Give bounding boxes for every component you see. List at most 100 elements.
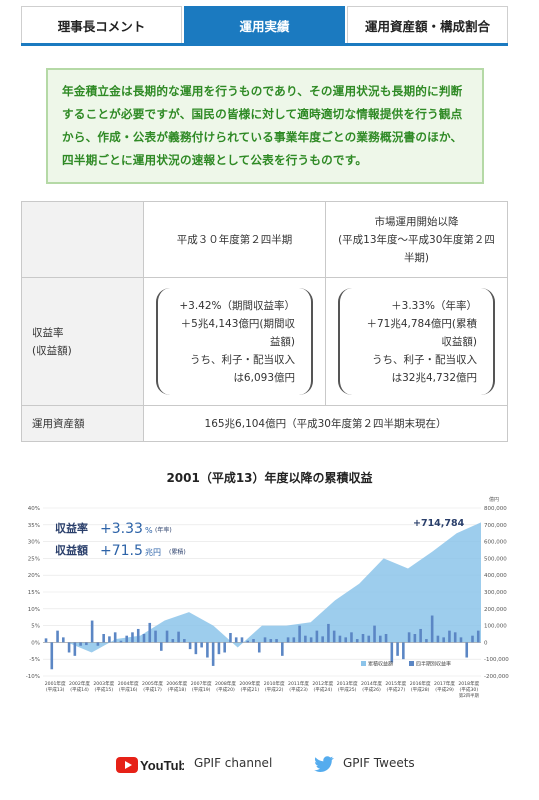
quarterly-return-bar [275, 639, 278, 643]
y-tick-label-right: 200,000 [484, 607, 507, 613]
tab-performance[interactable]: 運用実績 [184, 6, 345, 43]
y-tick-label-right: 300,000 [484, 590, 507, 596]
quarterly-return-bar [471, 635, 474, 643]
quarterly-return-bar [407, 632, 411, 643]
quarterly-return-bar [154, 630, 157, 643]
y-tick-label-right: -200,000 [484, 674, 509, 680]
x-tick-label: 2008年度 [215, 680, 236, 687]
quarterly-return-bar [459, 637, 463, 643]
headline-amount-value: +71.5 [100, 543, 143, 559]
x-tick-label: 2015年度 [385, 680, 406, 687]
y-tick-label-right: -100,000 [484, 657, 509, 663]
quarterly-return-bar [453, 632, 457, 643]
tab-chairman-comment[interactable]: 理事長コメント [21, 6, 182, 43]
y-tick-label-right: 100,000 [484, 624, 507, 630]
x-tick-label: 2012年度 [312, 680, 333, 687]
quarterly-return-bar [390, 642, 394, 663]
quarterly-return-bar [332, 630, 336, 643]
quarterly-return-bar [234, 637, 238, 643]
quarterly-return-bar [211, 642, 215, 666]
x-tick-sublabel: (平成26) [362, 686, 381, 693]
x-tick-sublabel: (平成27) [387, 686, 406, 693]
quarterly-return-bar [304, 635, 307, 643]
x-tick-label: 2018年度 [458, 680, 479, 687]
x-tick-label: 2017年度 [434, 680, 455, 687]
cumulative-return-line: ＋3.33%（年率） [391, 299, 477, 312]
quarterly-return-bar [159, 642, 163, 651]
quarter-column-header: 平成３０年度第２四半期 [143, 201, 326, 278]
quarterly-return-bar [148, 622, 152, 643]
last-cumulative-value: +714,784 [413, 518, 465, 529]
quarterly-return-bar [67, 642, 71, 653]
quarter-return-line: うち、利子・配当収入 [190, 353, 295, 366]
y-tick-label-left: -5% [29, 657, 40, 663]
x-tick-sublabel: (平成13) [46, 686, 65, 693]
social-footer: YouTube GPIF channel GPIF Tweets [0, 750, 539, 780]
x-tick-label: 2004年度 [118, 680, 139, 687]
y-tick-label-left: -10% [26, 674, 40, 680]
cumulative-return-area [43, 522, 481, 653]
left-bracket [338, 288, 352, 395]
x-tick-label: 2010年度 [264, 680, 285, 687]
x-tick-sublabel: (平成25) [338, 686, 357, 693]
headline-amount-note: (累積) [169, 548, 186, 556]
y-tick-label-right: 0 [484, 640, 488, 646]
tab-bar: 理事長コメント 運用実績 運用資産額・構成割合 [21, 6, 508, 46]
y-tick-label-left: 10% [28, 607, 40, 613]
quarter-column-label: 平成３０年度第２四半期 [176, 233, 293, 246]
legend-label-cumulative: 累積収益額 [368, 661, 393, 668]
intro-text: 年金積立金は長期的な運用を行うものであり、その運用状況も長期的に判断することが必… [62, 84, 463, 167]
twitter-bird-icon[interactable] [313, 753, 335, 775]
y-tick-label-left: 35% [28, 523, 40, 529]
x-tick-sublabel: (平成16) [119, 686, 138, 693]
y-tick-label-left: 40% [28, 506, 40, 512]
x-tick-sublabel: (平成30) [460, 686, 479, 693]
quarterly-return-bar [125, 635, 129, 643]
right-bracket [481, 288, 495, 395]
quarterly-return-bar [102, 634, 105, 643]
table-corner-cell [21, 201, 144, 278]
quarterly-return-bar [396, 642, 399, 656]
headline-rate-label: 収益率 [55, 521, 88, 535]
x-tick-label: 2009年度 [239, 680, 260, 687]
quarterly-return-bar [286, 637, 290, 643]
quarter-return-line: 益額) [269, 335, 295, 348]
y-tick-label-right: 400,000 [484, 573, 507, 579]
quarterly-return-bar [113, 632, 117, 643]
cumulative-return-line: ＋71兆4,784億円(累積 [366, 317, 477, 330]
x-tick-sublabel: (平成21) [241, 686, 260, 693]
return-rate-label: 収益率 [32, 326, 64, 339]
tab-asset-allocation[interactable]: 運用資産額・構成割合 [347, 6, 508, 43]
headline-amount-unit: 兆円 [145, 547, 161, 557]
right-bracket [299, 288, 313, 395]
quarterly-return-bar [44, 638, 48, 643]
cumulative-header-line: (平成13年度～平成30年度第２四 [338, 233, 495, 246]
x-tick-sublabel: (平成19) [192, 686, 211, 693]
return-amount-label: (収益額) [32, 344, 72, 357]
quarterly-return-bar [355, 639, 359, 643]
x-tick-label: 2013年度 [337, 680, 358, 687]
quarterly-return-bar [136, 628, 140, 643]
quarterly-return-bar [229, 632, 232, 643]
right-axis-unit: 億円 [489, 496, 499, 503]
y-tick-label-left: 15% [28, 590, 40, 596]
quarterly-return-bar [476, 630, 480, 643]
quarterly-return-bar [384, 634, 388, 643]
quarterly-return-bar [73, 642, 77, 656]
quarterly-return-bar [350, 632, 353, 643]
x-tick-sublabel: (平成15) [95, 686, 114, 693]
assets-value-cell: 165兆6,104億円（平成30年度第２四半期末現在） [143, 405, 508, 442]
x-tick-label: 2006年度 [166, 680, 187, 687]
chart-title: 2001（平成13）年度以降の累積収益 [166, 471, 373, 485]
quarterly-return-bar [183, 639, 186, 643]
youtube-logo-icon[interactable]: YouTube [116, 754, 184, 776]
quarterly-return-bar [223, 642, 226, 653]
youtube-channel-link[interactable]: GPIF channel [194, 756, 273, 770]
cumulative-column-header: 市場運用開始以降 (平成13年度～平成30年度第２四 半期) [325, 201, 508, 278]
quarterly-return-bar [402, 642, 405, 660]
cumulative-return-cell: ＋3.33%（年率） ＋71兆4,784億円(累積 収益額) うち、利子・配当収… [325, 277, 508, 406]
x-tick-sublabel: (平成28) [411, 686, 430, 693]
twitter-link[interactable]: GPIF Tweets [343, 756, 415, 770]
legend-swatch-quarterly [409, 661, 414, 666]
quarterly-return-bar [194, 642, 198, 655]
